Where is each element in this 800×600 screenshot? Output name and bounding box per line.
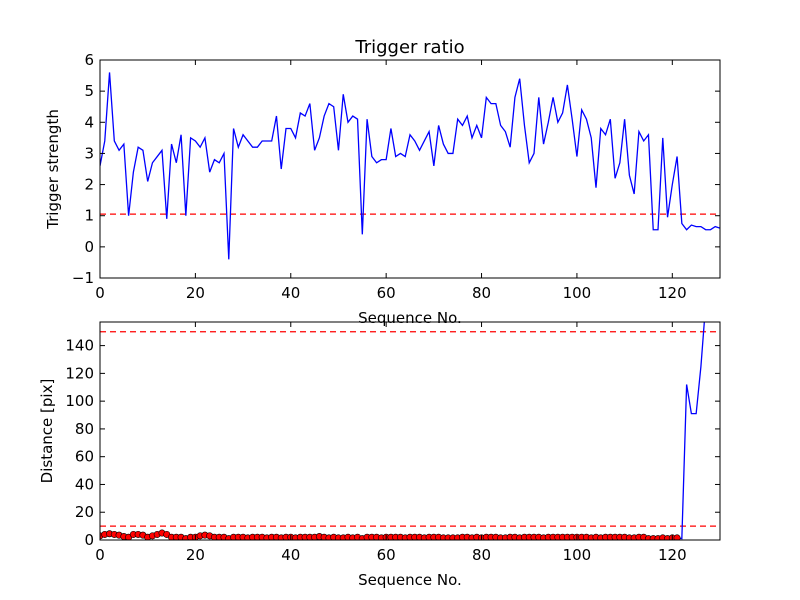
distance-chart: 0 20 40 60 80 100 120 0 20 40 60 80 100 120 140 Sequen… — [38, 321, 721, 589]
trigger-plot-area — [100, 72, 720, 260]
distance-x-tick-label: 0 — [95, 546, 105, 564]
distance-data-point — [673, 534, 681, 540]
trigger-y-tick-label: 3 — [84, 144, 94, 162]
distance-ticks: 0 20 40 60 80 100 120 0 20 40 60 80 100 120 140 — [65, 322, 720, 564]
trigger-y-tick-label: 6 — [84, 51, 94, 69]
trigger-x-tick-label: 20 — [186, 284, 205, 302]
distance-y-tick-label: 0 — [84, 531, 94, 549]
trigger-y-tick-label: −1 — [72, 269, 94, 287]
distance-x-tick-label: 120 — [658, 546, 687, 564]
distance-y-tick-label: 140 — [65, 337, 94, 355]
distance-x-tick-label: 100 — [563, 546, 592, 564]
distance-y-tick-label: 120 — [65, 364, 94, 382]
trigger-x-tick-label: 120 — [658, 284, 687, 302]
trigger-y-tick-label: 2 — [84, 176, 94, 194]
distance-x-axis-label: Sequence No. — [358, 571, 462, 589]
distance-x-tick-label: 60 — [377, 546, 396, 564]
distance-plot-area — [100, 322, 720, 540]
distance-series-line — [100, 322, 705, 540]
distance-y-tick-label: 60 — [75, 448, 94, 466]
trigger-x-tick-label: 60 — [377, 284, 396, 302]
distance-y-tick-label: 100 — [65, 392, 94, 410]
trigger-y-tick-label: 5 — [84, 82, 94, 100]
trigger-x-tick-label: 40 — [281, 284, 300, 302]
trigger-series-line — [100, 72, 720, 260]
trigger-y-tick-label: 4 — [84, 113, 94, 131]
distance-y-tick-label: 40 — [75, 475, 94, 493]
trigger-x-tick-label: 80 — [472, 284, 491, 302]
chart-title: Trigger ratio — [354, 37, 464, 58]
trigger-y-tick-label: 1 — [84, 207, 94, 225]
trigger-y-axis-label: Trigger strength — [44, 109, 62, 230]
trigger-x-tick-label: 100 — [563, 284, 592, 302]
distance-x-tick-label: 80 — [472, 546, 491, 564]
distance-axes-frame — [99, 321, 721, 541]
distance-x-tick-label: 40 — [281, 546, 300, 564]
distance-x-tick-label: 20 — [186, 546, 205, 564]
distance-y-axis-label: Distance [pix] — [38, 379, 56, 484]
distance-y-tick-label: 20 — [75, 503, 94, 521]
trigger-x-tick-label: 0 — [95, 284, 105, 302]
distance-y-tick-label: 80 — [75, 420, 94, 438]
trigger-axes-frame — [99, 59, 721, 279]
trigger-x-axis-label: Sequence No. — [358, 309, 462, 327]
trigger-y-tick-label: 0 — [84, 238, 94, 256]
